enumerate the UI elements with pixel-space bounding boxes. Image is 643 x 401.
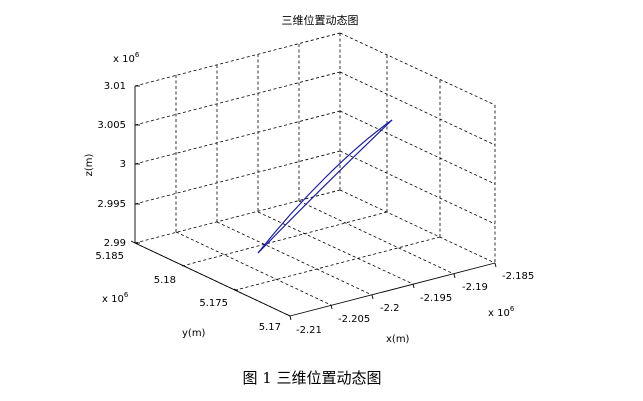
figure-caption: 图 1 三维位置动态图 <box>242 369 381 387</box>
x-tick-label: -2.195 <box>420 293 452 304</box>
y-axis-label: y(m) <box>182 328 206 339</box>
z-tick-label: 2.99 <box>104 238 126 249</box>
x-tick-label: -2.21 <box>296 325 322 336</box>
z-tick-label: 3.01 <box>104 81 126 92</box>
x-tick-label: -2.2 <box>380 303 400 314</box>
z-axis-label: z(m) <box>84 154 95 177</box>
axes-lines <box>134 86 496 317</box>
back-wall-grid <box>134 32 496 264</box>
x-axis-label: x(m) <box>386 334 410 345</box>
y-tick-label: 5.175 <box>199 298 228 309</box>
trajectory-line <box>257 119 393 254</box>
x-tick-label: -2.185 <box>502 271 534 282</box>
chart-title: 三维位置动态图 <box>282 13 359 27</box>
trajectory-series <box>257 119 393 254</box>
z-tick-label: 2.995 <box>97 199 126 210</box>
z-tick-labels: 3.01 3.005 3 2.995 2.99 <box>97 81 126 249</box>
floor-grid <box>134 200 455 317</box>
z-tick-label: 3.005 <box>97 120 126 131</box>
y-exponent: x 106 <box>102 291 129 305</box>
x-tick-label: -2.205 <box>338 314 370 325</box>
x-exponent: x 106 <box>488 305 515 319</box>
x-tick-labels: -2.21 -2.205 -2.2 -2.195 -2.19 -2.185 <box>296 271 534 336</box>
tick-marks <box>130 85 497 321</box>
y-tick-labels: 5.185 5.18 5.175 5.17 <box>95 251 281 333</box>
trajectory-line <box>257 119 393 254</box>
y-tick-label: 5.17 <box>259 322 281 333</box>
z-exponent: x 106 <box>113 51 140 65</box>
y-tick-label: 5.18 <box>154 275 176 286</box>
z-tick-label: 3 <box>120 159 126 170</box>
x-tick-label: -2.19 <box>462 282 488 293</box>
y-tick-label: 5.185 <box>95 251 124 262</box>
